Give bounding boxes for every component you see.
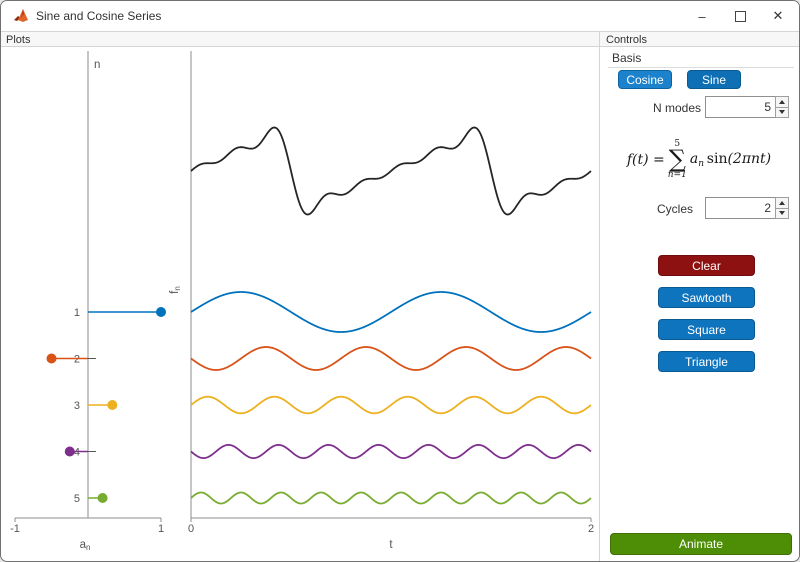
controls-panel-header: Controls (600, 31, 799, 47)
plots-canvas[interactable]: -1 1 n an 1 2 3 4 5 0 2 t fn (1, 31, 599, 561)
basis-divider (608, 67, 794, 68)
triangle-button[interactable]: Triangle (658, 351, 755, 372)
sine-toggle-button[interactable]: Sine (687, 70, 741, 89)
matlab-logo-icon (14, 9, 28, 22)
svg-text:1: 1 (158, 523, 164, 535)
svg-text:5: 5 (74, 493, 80, 505)
plots-panel-header: Plots (1, 31, 599, 47)
n-modes-input[interactable] (705, 96, 776, 118)
close-icon: ✕ (772, 8, 784, 23)
svg-text:3: 3 (74, 400, 80, 412)
svg-text:1: 1 (74, 307, 80, 319)
svg-text:an: an (80, 539, 91, 552)
series-formula: f(t) = 5 ∑ n=1 an sin(2πnt) (601, 132, 797, 188)
basis-panel-title: Basis (612, 51, 642, 65)
maximize-icon (734, 10, 746, 22)
svg-text:4: 4 (74, 447, 80, 459)
formula-rhs: an sin(2πnt) (689, 151, 772, 169)
down-arrow-icon (779, 211, 785, 216)
cycles-spinner (705, 197, 789, 219)
cycles-input[interactable] (705, 197, 776, 219)
minimize-icon: – (698, 8, 706, 24)
svg-text:-1: -1 (10, 523, 20, 535)
window-controls: – ✕ (683, 1, 797, 31)
title-bar: Sine and Cosine Series – ✕ (1, 1, 799, 31)
n-modes-spinner (705, 96, 789, 118)
n-modes-decrement-button[interactable] (775, 106, 789, 118)
cycles-decrement-button[interactable] (775, 207, 789, 219)
minimize-button[interactable]: – (683, 1, 721, 31)
svg-text:0: 0 (188, 523, 194, 535)
window-title: Sine and Cosine Series (36, 9, 162, 23)
cycles-label: Cycles (656, 202, 693, 216)
up-arrow-icon (779, 99, 785, 104)
panel-divider (599, 31, 600, 561)
square-button[interactable]: Square (658, 319, 755, 340)
svg-text:2: 2 (74, 354, 80, 366)
clear-button[interactable]: Clear (658, 255, 755, 276)
sawtooth-button[interactable]: Sawtooth (658, 287, 755, 308)
animate-button[interactable]: Animate (610, 533, 792, 555)
cosine-toggle-button[interactable]: Cosine (618, 70, 672, 89)
svg-text:n: n (94, 59, 100, 71)
up-arrow-icon (779, 200, 785, 205)
down-arrow-icon (779, 110, 785, 115)
svg-text:fn: fn (169, 286, 182, 294)
close-button[interactable]: ✕ (759, 1, 797, 31)
svg-text:t: t (389, 539, 393, 551)
n-modes-label: N modes (652, 101, 701, 115)
svg-text:2: 2 (588, 523, 594, 535)
summation-symbol: 5 ∑ n=1 (667, 139, 687, 180)
formula-lhs: f(t) = (626, 152, 665, 168)
maximize-button[interactable] (721, 1, 759, 31)
